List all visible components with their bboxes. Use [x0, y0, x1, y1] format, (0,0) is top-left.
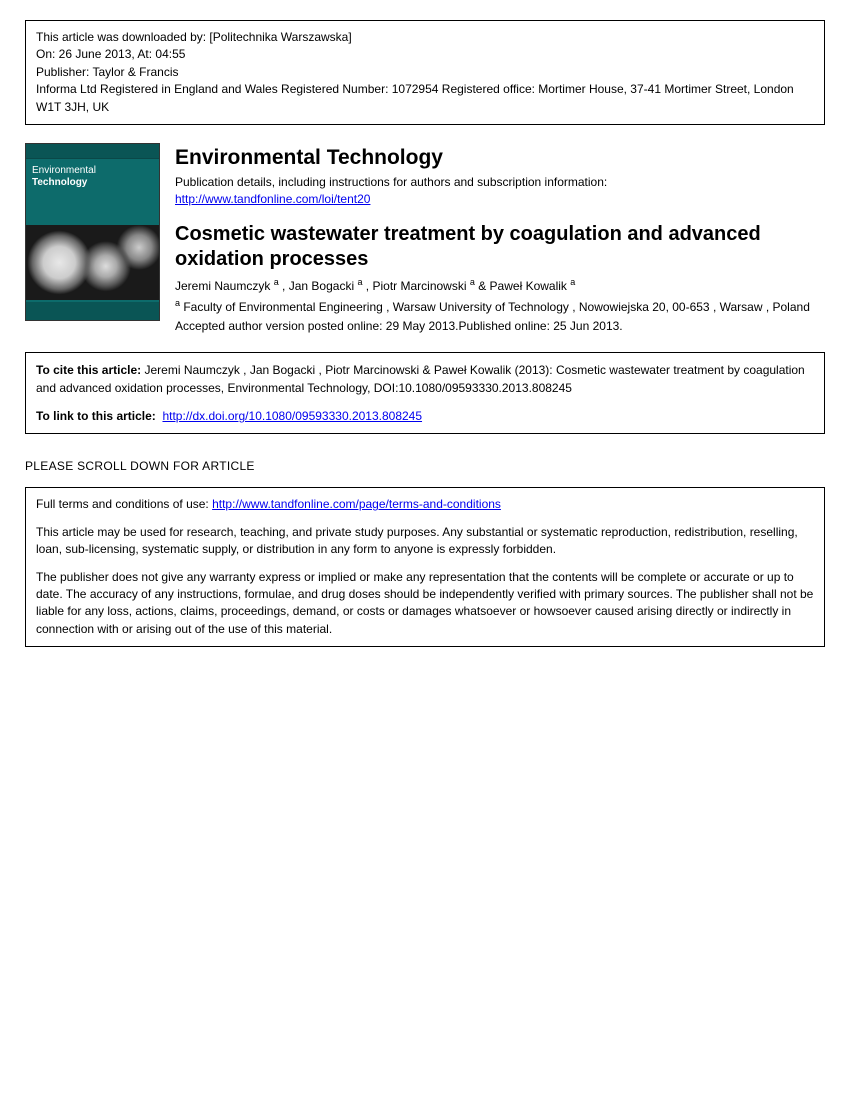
cover-image	[26, 225, 159, 300]
citation-paragraph: To cite this article: Jeremi Naumczyk , …	[36, 361, 814, 397]
cover-title-line1: Environmental	[32, 165, 96, 176]
download-by: This article was downloaded by: [Politec…	[36, 30, 352, 44]
author-sup-3: a	[470, 277, 475, 287]
journal-name: Environmental Technology	[175, 143, 825, 172]
download-date: On: 26 June 2013, At: 04:55	[36, 47, 185, 61]
cover-bottom-bar	[26, 302, 159, 320]
affiliation: a Faculty of Environmental Engineering ,…	[175, 297, 825, 316]
registered-office: Informa Ltd Registered in England and Wa…	[36, 82, 794, 113]
doi-link[interactable]: http://dx.doi.org/10.1080/09593330.2013.…	[162, 409, 422, 423]
page-container: This article was downloaded by: [Politec…	[0, 0, 850, 667]
terms-link[interactable]: http://www.tandfonline.com/page/terms-an…	[212, 497, 501, 511]
publication-details: Publication details, including instructi…	[175, 174, 825, 191]
citation-box: To cite this article: Jeremi Naumczyk , …	[25, 352, 825, 434]
publication-dates: Accepted author version posted online: 2…	[175, 318, 825, 335]
journal-url-link[interactable]: http://www.tandfonline.com/loi/tent20	[175, 192, 370, 206]
header-row: Environmental Technology Environmental T…	[25, 143, 825, 334]
terms-line1: Full terms and conditions of use: http:/…	[36, 496, 814, 513]
scroll-hint: PLEASE SCROLL DOWN FOR ARTICLE	[25, 459, 825, 473]
author-sup-2: a	[357, 277, 362, 287]
author-sup-4: a	[570, 277, 575, 287]
article-meta: Environmental Technology Publication det…	[175, 143, 825, 334]
cover-title: Environmental Technology	[26, 159, 159, 189]
cite-label: To cite this article:	[36, 363, 141, 377]
download-info-box: This article was downloaded by: [Politec…	[25, 20, 825, 125]
terms-para1: This article may be used for research, t…	[36, 524, 814, 559]
author-3: Piotr Marcinowski	[372, 279, 466, 293]
publisher: Publisher: Taylor & Francis	[36, 65, 179, 79]
terms-prefix: Full terms and conditions of use:	[36, 497, 212, 511]
cover-top-bar	[26, 144, 159, 159]
link-label: To link to this article:	[36, 409, 156, 423]
cover-title-line2: Technology	[32, 177, 87, 188]
author-1: Jeremi Naumczyk	[175, 279, 270, 293]
article-title: Cosmetic wastewater treatment by coagula…	[175, 222, 825, 272]
affiliation-text: Faculty of Environmental Engineering , W…	[180, 300, 810, 314]
terms-para2: The publisher does not give any warranty…	[36, 569, 814, 639]
terms-box: Full terms and conditions of use: http:/…	[25, 487, 825, 647]
journal-cover-thumbnail: Environmental Technology	[25, 143, 160, 321]
cite-text: Jeremi Naumczyk , Jan Bogacki , Piotr Ma…	[36, 363, 805, 395]
authors-line: Jeremi Naumczyk a , Jan Bogacki a , Piot…	[175, 276, 825, 295]
link-paragraph: To link to this article: http://dx.doi.o…	[36, 407, 814, 425]
author-2: Jan Bogacki	[289, 279, 354, 293]
author-sup-1: a	[274, 277, 279, 287]
author-4: Paweł Kowalik	[490, 279, 567, 293]
